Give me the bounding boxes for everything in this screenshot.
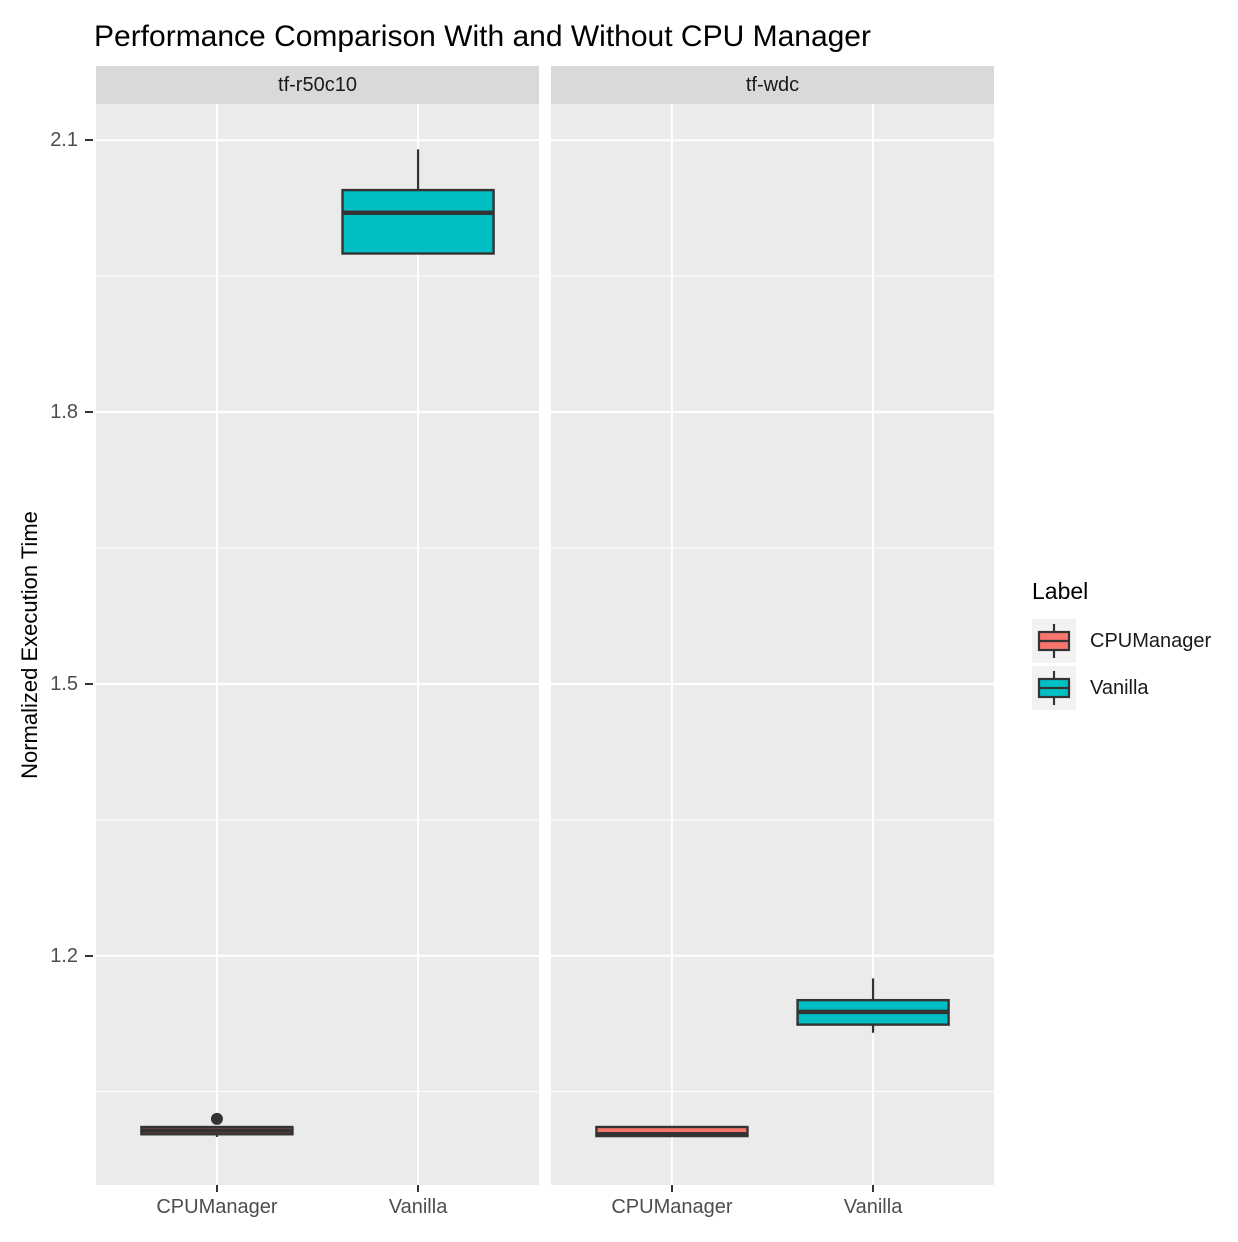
- plot-panel-tf-r50c10: [96, 104, 539, 1185]
- facet-strip-tf-r50c10: tf-r50c10: [96, 66, 539, 104]
- x-tick-label: CPUManager: [156, 1196, 278, 1218]
- legend-key-boxplot-icon: [1032, 619, 1076, 663]
- x-tick-mark: [417, 1185, 420, 1192]
- legend: Label CPUManager Vanilla: [1032, 578, 1211, 713]
- legend-title: Label: [1032, 578, 1089, 604]
- panel-canvas: [551, 104, 994, 1185]
- x-tick-mark: [215, 1185, 218, 1192]
- plot-panel-tf-wdc: [551, 104, 994, 1185]
- y-tick-label: 2.1: [50, 129, 78, 152]
- chart-title: Performance Comparison With and Without …: [94, 20, 871, 53]
- boxplot-glyph-icon: [1037, 671, 1071, 705]
- box-vanilla: [341, 188, 495, 255]
- legend-entry-cpumanager: CPUManager: [1032, 619, 1211, 663]
- y-axis-title: Normalized Execution Time: [17, 511, 42, 779]
- facet-strip-label: tf-wdc: [745, 73, 800, 96]
- legend-entry-vanilla: Vanilla: [1032, 666, 1211, 710]
- facet-strip-label: tf-r50c10: [278, 73, 357, 96]
- x-tick-label: Vanilla: [843, 1196, 903, 1218]
- y-tick-label: 1.8: [50, 401, 78, 424]
- y-tick-mark: [85, 139, 93, 142]
- y-tick-mark: [85, 954, 93, 957]
- panel-canvas: [96, 104, 539, 1185]
- x-tick-label: Vanilla: [388, 1196, 448, 1218]
- x-tick-mark: [670, 1185, 673, 1192]
- y-tick-mark: [85, 682, 93, 685]
- legend-entry-label: Vanilla: [1090, 676, 1149, 699]
- legend-entry-label: CPUManager: [1090, 629, 1212, 652]
- facet-strip-tf-wdc: tf-wdc: [551, 66, 994, 104]
- outlier-point: [210, 1112, 223, 1125]
- x-tick-label: CPUManager: [611, 1196, 733, 1218]
- y-tick-mark: [85, 411, 93, 414]
- y-tick-label: 1.2: [50, 944, 78, 967]
- y-tick-label: 1.5: [50, 672, 78, 695]
- legend-key-boxplot-icon: [1032, 666, 1076, 710]
- boxplot-glyph-icon: [1037, 624, 1071, 658]
- x-tick-mark: [872, 1185, 875, 1192]
